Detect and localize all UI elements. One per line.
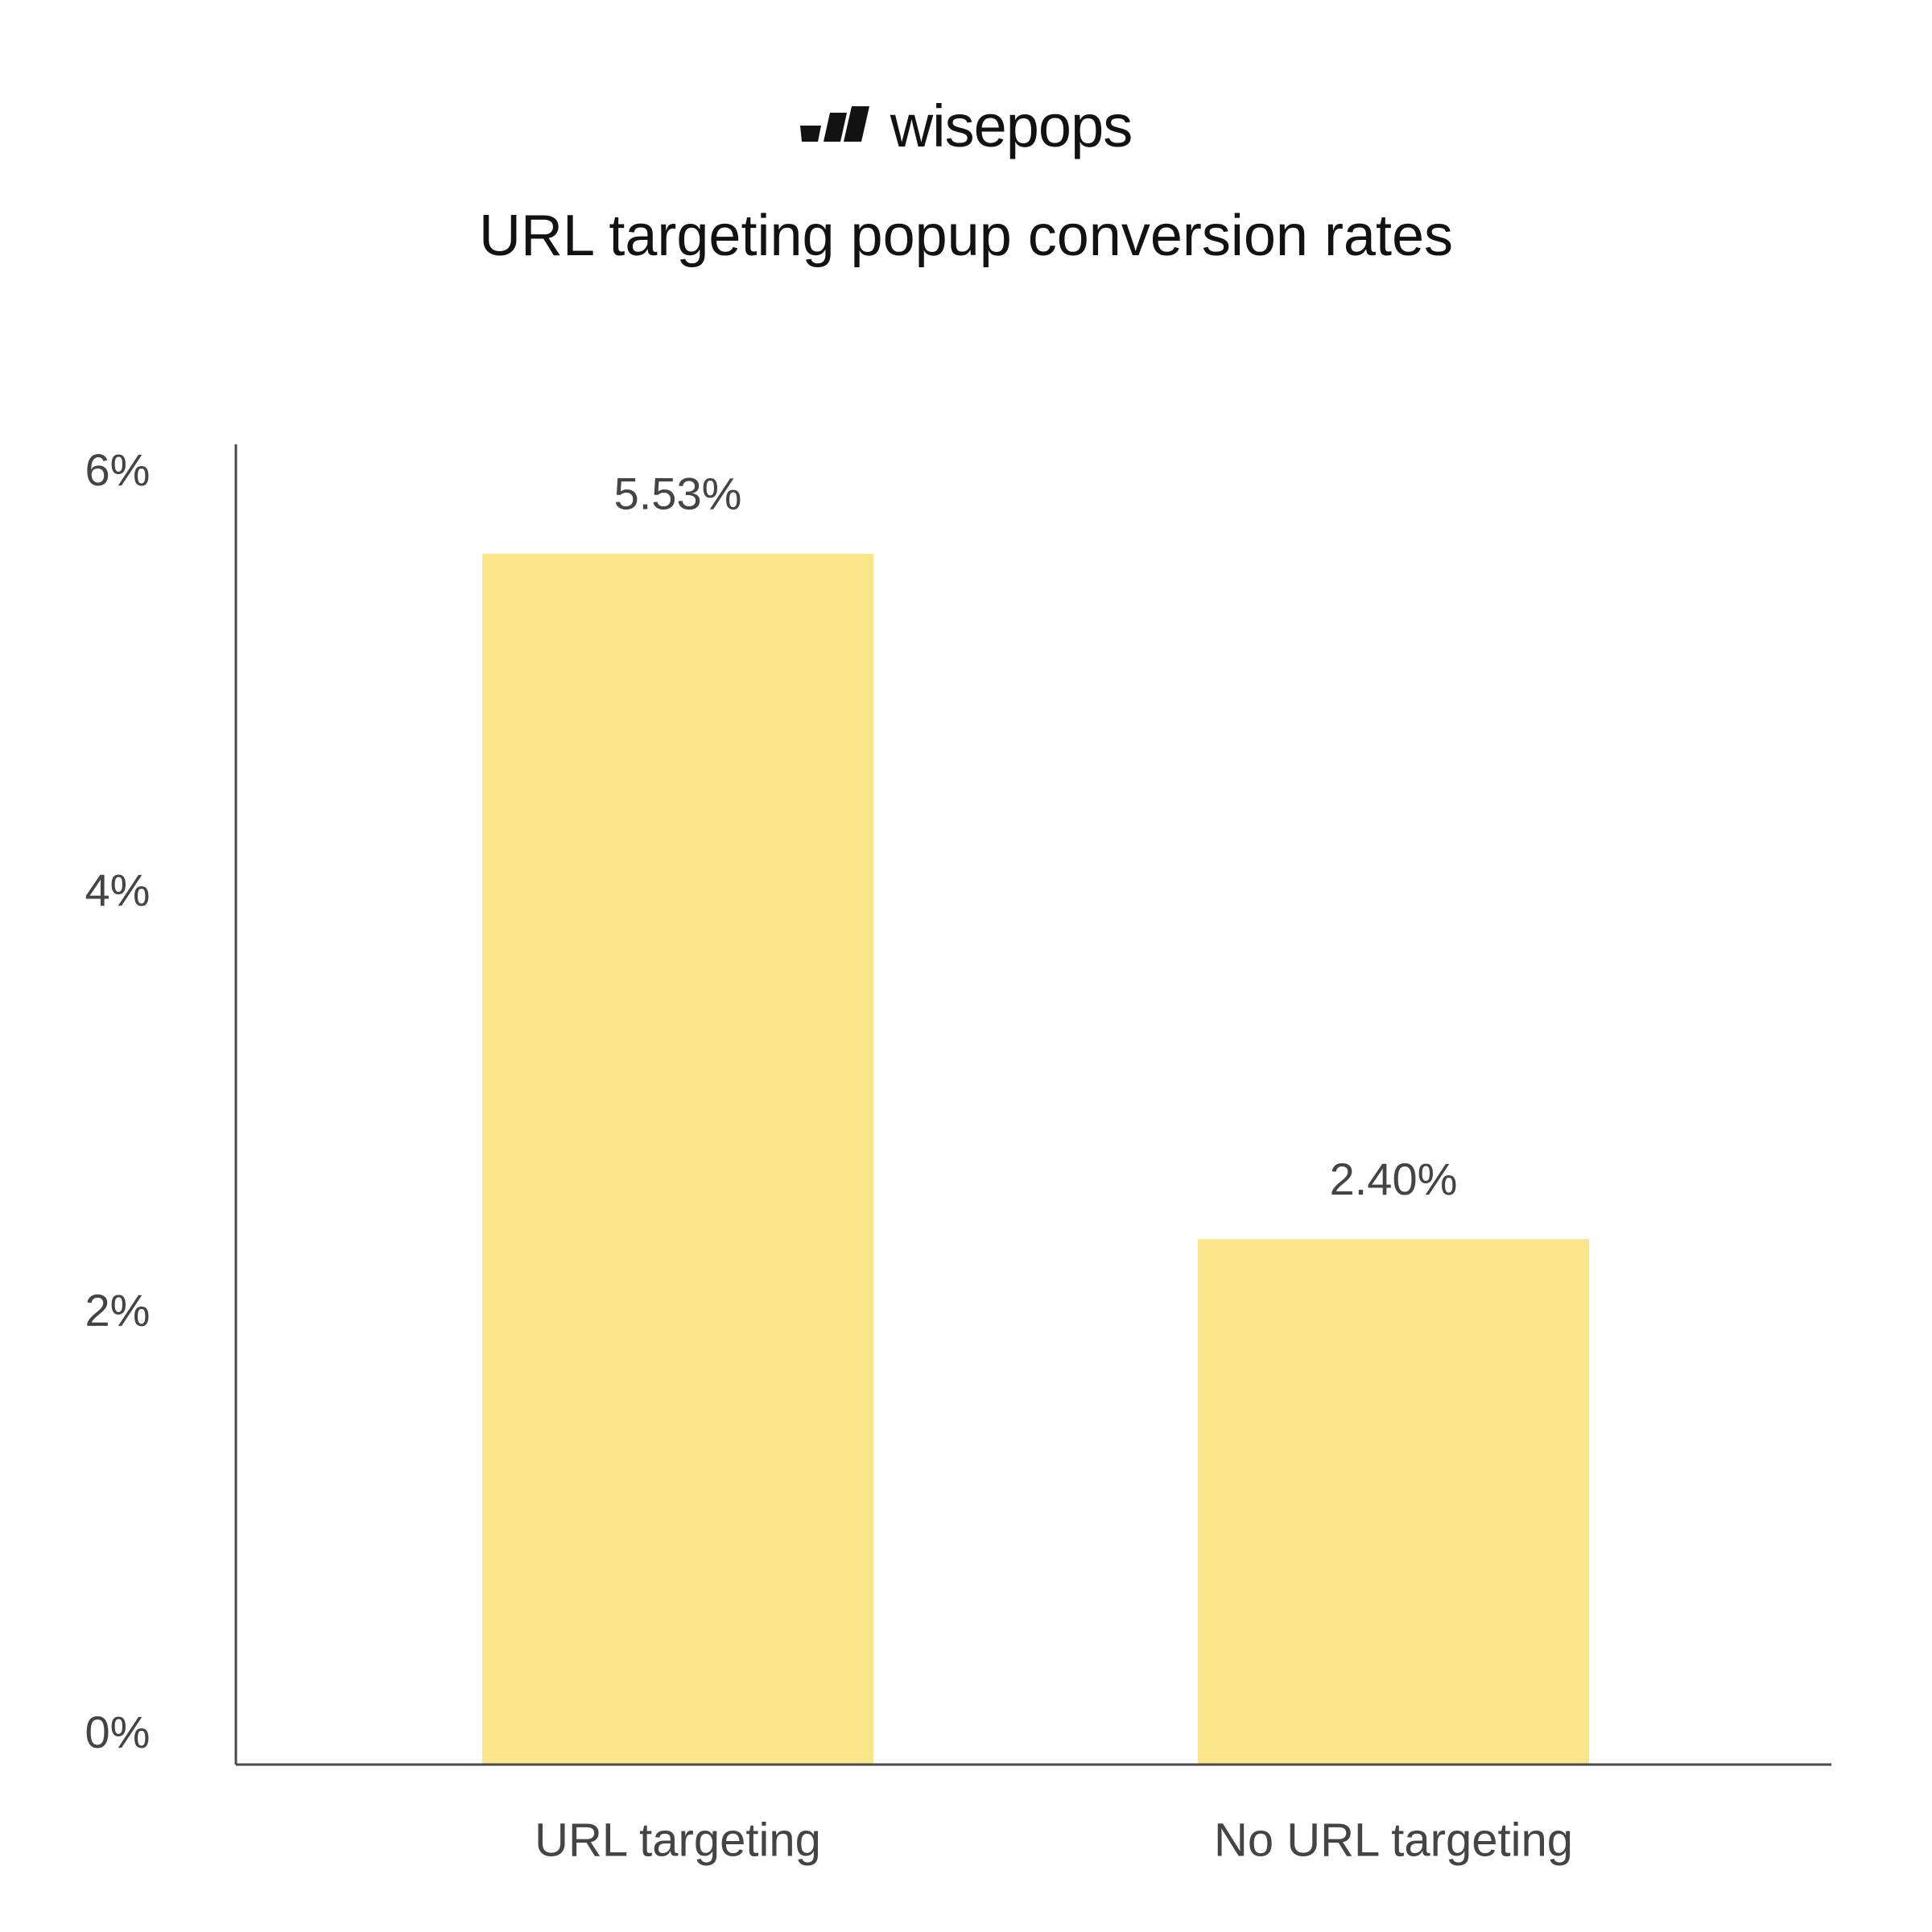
wisepops-logo-mark-icon bbox=[799, 106, 869, 142]
brand-name: wisepops bbox=[890, 93, 1133, 159]
x-tick-label: No URL targeting bbox=[1214, 1814, 1573, 1866]
bar bbox=[482, 553, 873, 1765]
bar-data-label: 2.40% bbox=[1330, 1154, 1458, 1204]
data-labels-group: 5.53% 2.40% bbox=[614, 469, 1458, 1204]
chart-title: URL targeting popup conversion rates bbox=[478, 204, 1454, 268]
y-tick-label: 0% bbox=[85, 1707, 151, 1757]
y-tick-label: 4% bbox=[85, 865, 151, 915]
bar-data-label: 5.53% bbox=[614, 469, 742, 519]
x-tick-label: URL targeting bbox=[535, 1814, 821, 1866]
y-tick-label: 6% bbox=[85, 444, 151, 495]
bars-group bbox=[482, 553, 1589, 1765]
x-axis-ticks: URL targeting No URL targeting bbox=[535, 1814, 1573, 1866]
brand-header: wisepops bbox=[0, 90, 1932, 163]
y-tick-label: 2% bbox=[85, 1285, 151, 1335]
bar bbox=[1198, 1239, 1589, 1765]
y-axis-ticks: 0% 2% 4% 6% bbox=[85, 444, 151, 1757]
